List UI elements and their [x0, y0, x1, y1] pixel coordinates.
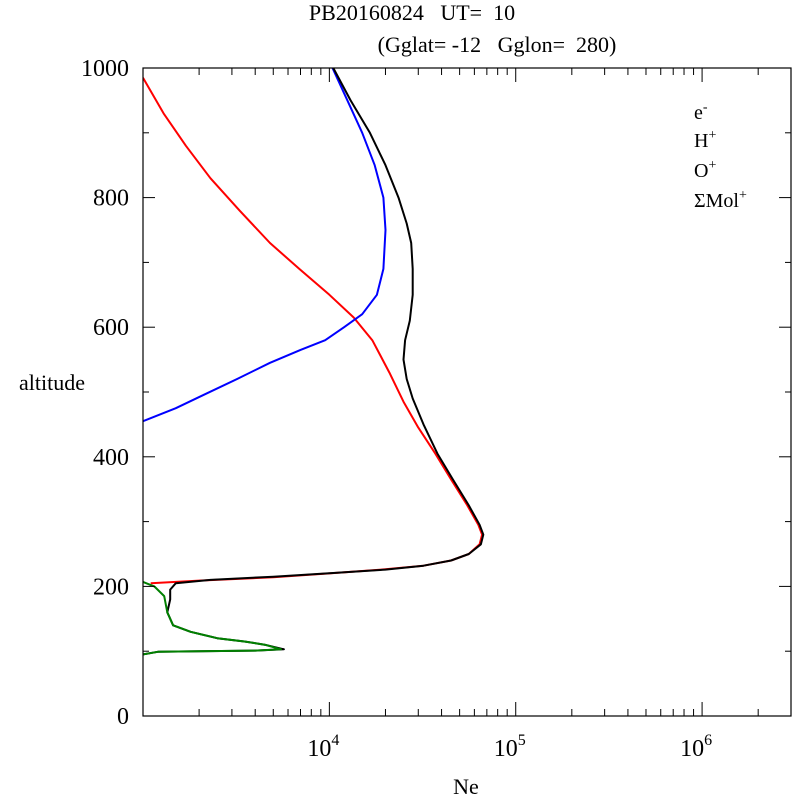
x-axis-label: Ne [453, 774, 479, 796]
series-layer [143, 68, 485, 656]
legend-entry: H+ [694, 128, 716, 152]
x-tick-label: 105 [494, 732, 526, 762]
y-axis-label: altitude [19, 370, 85, 395]
legend-entry: e- [694, 100, 708, 124]
series-line-o-minusplus [143, 77, 484, 585]
x-axis: 104 105 106 [198, 68, 759, 762]
y-tick-label: 400 [93, 445, 129, 471]
y-tick-label: 600 [93, 315, 129, 341]
legend: e- H+ O+ ΣMol+ [694, 100, 747, 212]
y-tick-label: 1000 [81, 56, 129, 82]
x-tick-label: 106 [680, 732, 712, 762]
chart-title-line2: (Gglat= -12 Gglon= 280) [378, 32, 617, 57]
x-tick-label: 104 [307, 732, 339, 762]
series-line-h-minusplus [143, 68, 387, 423]
series-line-sigma-mol-minusplus [143, 580, 282, 656]
chart-title-line1: PB20160824 UT= 10 [309, 0, 515, 25]
legend-entry: ΣMol+ [694, 188, 747, 212]
y-tick-label: 0 [117, 704, 129, 730]
y-axis: 0 200 400 600 800 1000 [81, 56, 791, 730]
legend-entry: O+ [694, 158, 716, 182]
y-tick-label: 200 [93, 574, 129, 600]
y-tick-label: 800 [93, 186, 129, 212]
